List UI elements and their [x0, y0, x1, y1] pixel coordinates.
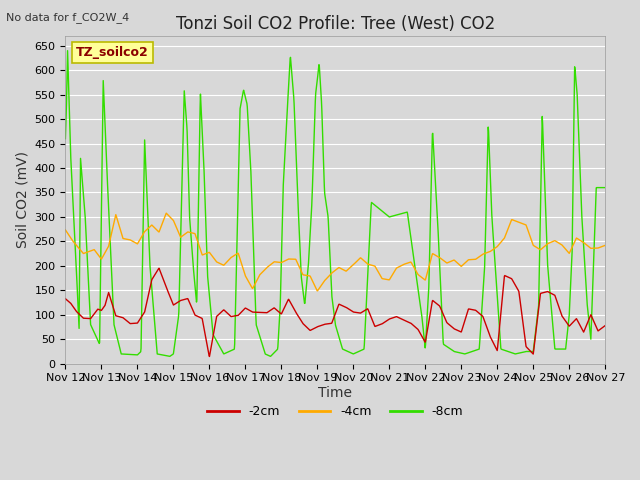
-8cm [64, 48, 72, 54]
-2cm [602, 323, 609, 328]
-8cm [125, 351, 133, 357]
-8cm [312, 87, 320, 93]
Line: -8cm: -8cm [65, 51, 605, 356]
-4cm [602, 242, 609, 248]
-8cm [166, 353, 173, 359]
-8cm [61, 136, 69, 142]
-2cm [312, 324, 320, 330]
-4cm [312, 285, 319, 290]
Y-axis label: Soil CO2 (mV): Soil CO2 (mV) [15, 151, 29, 248]
Legend: -2cm, -4cm, -8cm: -2cm, -4cm, -8cm [202, 400, 468, 423]
-8cm [104, 181, 111, 187]
-2cm [369, 320, 377, 325]
-2cm [291, 308, 299, 314]
-2cm [125, 320, 133, 325]
X-axis label: Time: Time [318, 386, 353, 400]
-4cm [302, 273, 310, 278]
-4cm [314, 288, 321, 294]
-8cm [291, 129, 299, 134]
-4cm [61, 227, 69, 233]
-4cm [291, 256, 299, 262]
-8cm [303, 285, 310, 290]
-2cm [61, 296, 69, 301]
-2cm [103, 295, 111, 300]
-8cm [602, 185, 609, 191]
-4cm [103, 246, 111, 252]
-8cm [369, 201, 377, 207]
Line: -2cm: -2cm [65, 268, 605, 357]
-4cm [369, 263, 377, 268]
Line: -4cm: -4cm [65, 213, 605, 291]
Text: TZ_soilco2: TZ_soilco2 [76, 46, 149, 59]
-2cm [155, 265, 163, 271]
-2cm [205, 354, 213, 360]
Text: No data for f_CO2W_4: No data for f_CO2W_4 [6, 12, 130, 23]
-4cm [163, 210, 170, 216]
Title: Tonzi Soil CO2 Profile: Tree (West) CO2: Tonzi Soil CO2 Profile: Tree (West) CO2 [176, 15, 495, 33]
-4cm [125, 237, 133, 242]
-2cm [303, 324, 310, 330]
